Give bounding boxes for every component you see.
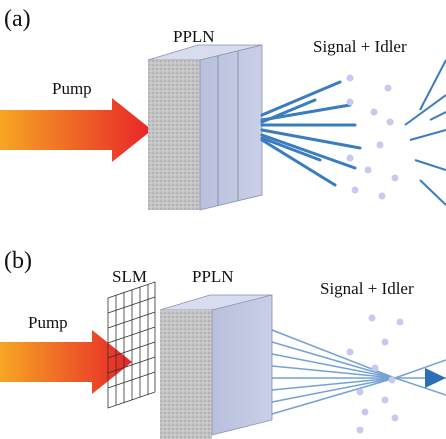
crystal-label: PPLN	[192, 267, 234, 286]
pump-label: Pump	[28, 313, 68, 332]
pump-label: Pump	[52, 79, 92, 98]
diagram: (a) PPLN Signal + Idler Pump	[0, 0, 446, 439]
slm-grid	[108, 282, 155, 408]
panel-b: (b) SLM PPLN Signal + Idler Pump	[0, 248, 446, 439]
output-label: Signal + Idler	[320, 279, 414, 298]
panel-a: (a) PPLN Signal + Idler Pump	[0, 6, 446, 210]
panel-label: (b)	[4, 248, 32, 274]
output-label: Signal + Idler	[313, 37, 407, 56]
beams	[262, 82, 360, 185]
crystal	[160, 295, 272, 439]
crystal	[148, 45, 262, 210]
outgoing-beams	[405, 60, 446, 205]
slm-label: SLM	[112, 267, 147, 286]
pump-arrow	[0, 98, 152, 162]
crystal-label: PPLN	[173, 27, 215, 46]
beam-head	[425, 368, 446, 388]
panel-label: (a)	[4, 6, 31, 32]
beams	[272, 330, 446, 414]
pump-arrow	[0, 330, 132, 394]
photons	[347, 75, 399, 200]
